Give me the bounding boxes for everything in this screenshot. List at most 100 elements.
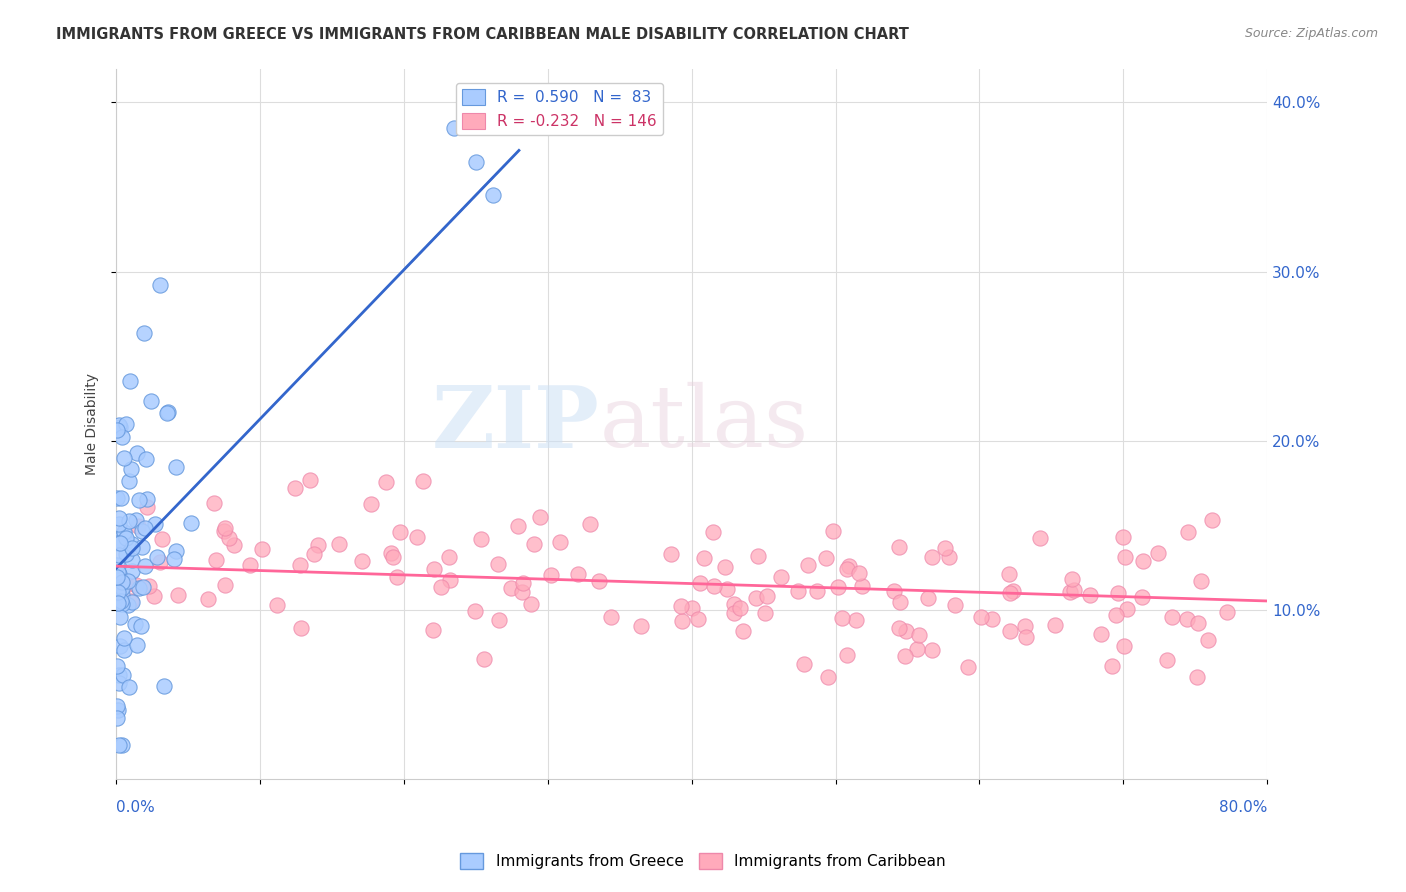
Point	[1201, 512, 1223, 526]
Point	[405, 530, 427, 544]
Point	[156, 406, 179, 420]
Point	[131, 540, 153, 554]
Point	[107, 533, 129, 548]
Point	[731, 624, 754, 638]
Point	[107, 536, 129, 550]
Point	[423, 562, 446, 576]
Point	[1185, 670, 1208, 684]
Point	[149, 277, 172, 292]
Point	[1015, 630, 1038, 644]
Point	[111, 574, 134, 589]
Point	[981, 612, 1004, 626]
Point	[107, 510, 129, 524]
Point	[107, 659, 129, 673]
Point	[214, 521, 236, 535]
Point	[486, 557, 509, 571]
Point	[121, 553, 143, 567]
Point	[1177, 524, 1199, 539]
Point	[689, 576, 711, 591]
Point	[908, 628, 931, 642]
Point	[443, 120, 465, 135]
Point	[1107, 586, 1129, 600]
Point	[134, 559, 156, 574]
Point	[266, 598, 288, 612]
Point	[1029, 531, 1052, 545]
Point	[288, 558, 311, 572]
Point	[588, 574, 610, 588]
Point	[114, 547, 136, 561]
Point	[848, 566, 870, 581]
Point	[998, 586, 1021, 600]
Point	[121, 595, 143, 609]
Point	[127, 638, 149, 652]
Point	[1078, 588, 1101, 602]
Point	[793, 657, 815, 671]
Point	[108, 418, 131, 433]
Point	[117, 574, 139, 589]
Point	[412, 474, 434, 488]
Point	[702, 524, 724, 539]
Text: atlas: atlas	[599, 382, 808, 466]
Point	[1175, 612, 1198, 626]
Point	[134, 521, 156, 535]
Point	[156, 405, 179, 419]
Point	[121, 462, 143, 476]
Point	[118, 374, 141, 388]
Point	[1189, 574, 1212, 589]
Point	[118, 681, 141, 695]
Point	[817, 670, 839, 684]
Point	[1132, 554, 1154, 568]
Point	[117, 514, 139, 528]
Point	[838, 558, 860, 573]
Point	[827, 581, 849, 595]
Point	[112, 631, 135, 645]
Point	[111, 588, 134, 602]
Point	[482, 188, 505, 202]
Point	[118, 475, 141, 489]
Point	[1001, 584, 1024, 599]
Point	[127, 518, 149, 533]
Point	[956, 659, 979, 673]
Point	[117, 598, 139, 612]
Point	[108, 420, 131, 434]
Point	[127, 445, 149, 459]
Point	[112, 526, 135, 541]
Point	[128, 582, 150, 596]
Point	[429, 580, 451, 594]
Point	[125, 513, 148, 527]
Point	[1156, 653, 1178, 667]
Point	[1187, 615, 1209, 630]
Point	[1197, 632, 1219, 647]
Point	[204, 552, 226, 566]
Point	[1112, 639, 1135, 653]
Point	[630, 619, 652, 633]
Point	[755, 590, 778, 604]
Point	[831, 611, 853, 625]
Point	[1101, 659, 1123, 673]
Point	[797, 558, 820, 572]
Point	[139, 393, 162, 408]
Point	[851, 579, 873, 593]
Point	[146, 549, 169, 564]
Point	[163, 552, 186, 566]
Point	[110, 491, 132, 506]
Text: 0.0%: 0.0%	[115, 800, 155, 815]
Text: IMMIGRANTS FROM GREECE VS IMMIGRANTS FROM CARIBBEAN MALE DISABILITY CORRELATION : IMMIGRANTS FROM GREECE VS IMMIGRANTS FRO…	[56, 27, 910, 42]
Point	[728, 601, 751, 615]
Point	[887, 540, 910, 554]
Point	[150, 533, 173, 547]
Point	[143, 516, 166, 531]
Point	[1112, 530, 1135, 544]
Point	[131, 618, 153, 632]
Point	[107, 703, 129, 717]
Point	[835, 561, 858, 575]
Point	[905, 642, 928, 657]
Point	[889, 595, 911, 609]
Point	[111, 597, 134, 611]
Point	[1062, 572, 1084, 586]
Point	[671, 614, 693, 628]
Point	[520, 597, 543, 611]
Point	[499, 582, 522, 596]
Point	[202, 496, 225, 510]
Point	[1114, 550, 1136, 565]
